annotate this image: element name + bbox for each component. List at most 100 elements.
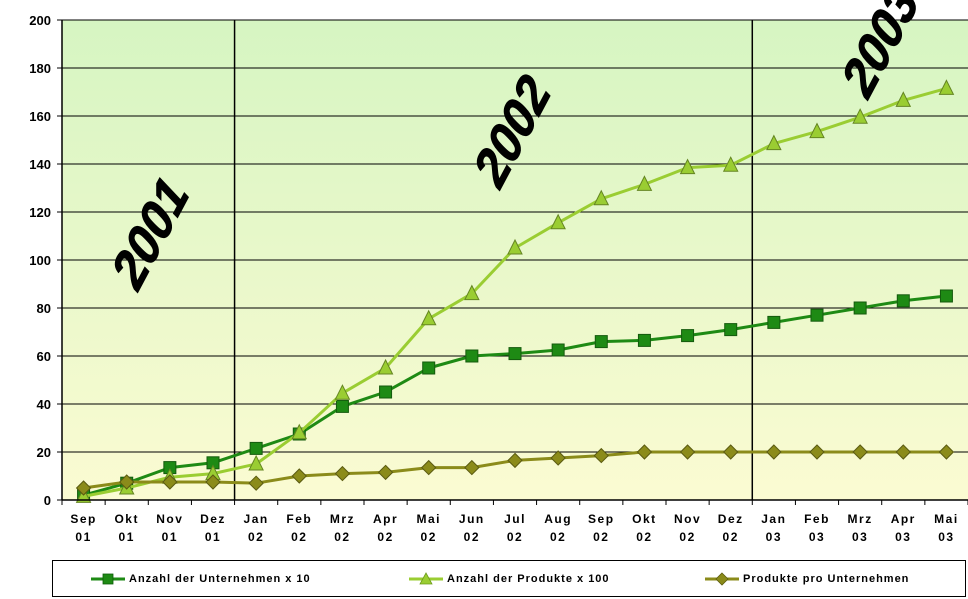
data-point-diamond xyxy=(291,468,307,484)
x-tick-label-year: 01 xyxy=(205,530,221,544)
data-point-triangle xyxy=(766,134,782,151)
data-point-diamond xyxy=(852,444,868,460)
data-point-triangle xyxy=(679,158,696,175)
data-point-diamond xyxy=(766,444,782,460)
legend-item-produkte: Anzahl der Produkte x 100 xyxy=(409,561,610,596)
series-1 xyxy=(75,79,955,503)
y-tick-label-0: 0 xyxy=(44,493,51,508)
x-tick-label-month: Mai xyxy=(416,512,441,526)
data-point-triangle xyxy=(895,91,912,107)
y-tick-label-40: 40 xyxy=(37,397,51,412)
data-point-diamond xyxy=(723,444,739,460)
data-point-diamond xyxy=(895,444,911,460)
x-tick-label-month: Dez xyxy=(718,512,744,526)
x-tick-label-year: 03 xyxy=(852,530,868,544)
x-tick-label-year: 02 xyxy=(679,530,695,544)
x-tick-label-month: Jul xyxy=(504,512,526,526)
x-tick-label-month: Jan xyxy=(761,512,786,526)
data-point-square xyxy=(335,399,349,413)
legend-symbol-triangle xyxy=(409,571,443,584)
data-point-square xyxy=(594,335,608,349)
data-point-diamond xyxy=(593,447,609,464)
year-dividers xyxy=(233,20,754,500)
data-point-diamond xyxy=(550,450,566,466)
x-tick-label-year: 02 xyxy=(334,530,350,544)
x-tick-label-month: Mai xyxy=(934,512,959,526)
x-tick-label-year: 01 xyxy=(119,530,135,544)
data-point-triangle xyxy=(291,423,308,440)
legend-item-unternehmen: Anzahl der Unternehmen x 10 xyxy=(91,561,311,596)
gridlines xyxy=(62,19,968,501)
legend: Anzahl der Unternehmen x 10 Anzahl der P… xyxy=(52,560,966,597)
legend-label-produkte: Anzahl der Produkte x 100 xyxy=(447,572,610,585)
x-tick-label-year: 02 xyxy=(464,530,480,544)
x-tick-label-month: Feb xyxy=(804,512,830,526)
data-point-diamond xyxy=(377,464,394,481)
data-point-square xyxy=(249,441,263,455)
data-point-diamond xyxy=(75,480,92,496)
data-series xyxy=(75,79,955,503)
data-point-square xyxy=(422,361,436,375)
data-point-square xyxy=(465,349,479,363)
series-2 xyxy=(75,444,955,496)
y-axis-ticks: 0 20 40 60 80 100 120 140 160 180 200 xyxy=(29,13,62,508)
x-tick-label-month: Feb xyxy=(286,512,312,526)
x-tick-label-month: Sep xyxy=(588,512,615,526)
x-tick-label-year: 03 xyxy=(938,530,954,544)
data-point-square xyxy=(724,323,738,337)
x-tick-label-month: Apr xyxy=(373,512,398,526)
data-point-triangle xyxy=(550,213,566,230)
x-tick-label-year: 01 xyxy=(75,530,91,544)
data-point-triangle xyxy=(377,358,394,375)
x-tick-label-month: Okt xyxy=(114,512,139,526)
legend-label-produkte-pro-unternehmen: Produkte pro Unternehmen xyxy=(743,572,910,585)
data-point-diamond xyxy=(679,444,696,460)
x-tick-label-year: 03 xyxy=(809,530,825,544)
x-tick-label-month: Nov xyxy=(156,512,183,526)
y-tick-label-20: 20 xyxy=(37,445,51,460)
data-point-diamond xyxy=(809,444,825,460)
x-tick-label-month: Nov xyxy=(674,512,701,526)
data-point-square xyxy=(810,308,824,322)
x-tick-label-month: Mrz xyxy=(848,512,873,526)
y-tick-label-180: 180 xyxy=(29,61,51,76)
data-point-diamond xyxy=(507,452,523,469)
x-tick-label-year: 02 xyxy=(377,530,393,544)
data-point-triangle xyxy=(636,175,653,191)
data-point-triangle xyxy=(464,284,480,301)
data-point-triangle xyxy=(809,122,825,139)
x-tick-label-year: 02 xyxy=(248,530,264,544)
data-point-square xyxy=(637,333,651,347)
x-tick-label-year: 01 xyxy=(162,530,178,544)
x-tick-label-year: 02 xyxy=(507,530,523,544)
legend-symbol-diamond xyxy=(705,571,739,586)
data-point-diamond xyxy=(464,459,480,476)
data-point-triangle xyxy=(248,454,264,471)
data-point-square xyxy=(853,301,867,315)
x-tick-label-month: Okt xyxy=(632,512,657,526)
data-point-triangle xyxy=(722,156,739,172)
y-tick-label-80: 80 xyxy=(37,301,51,316)
data-point-square xyxy=(681,329,695,343)
x-tick-label-year: 02 xyxy=(723,530,739,544)
data-point-diamond xyxy=(119,474,135,490)
legend-label-unternehmen: Anzahl der Unternehmen x 10 xyxy=(129,572,311,585)
data-point-triangle xyxy=(507,238,523,255)
data-point-square xyxy=(896,294,910,308)
data-point-square xyxy=(767,315,781,329)
x-tick-label-year: 03 xyxy=(895,530,911,544)
x-tick-label-month: Apr xyxy=(891,512,916,526)
data-point-diamond xyxy=(162,474,178,490)
x-tick-label-month: Dez xyxy=(200,512,226,526)
x-tick-label-month: Mrz xyxy=(330,512,355,526)
x-tick-label-year: 02 xyxy=(291,530,307,544)
x-tick-label-year: 02 xyxy=(593,530,609,544)
data-point-square xyxy=(379,385,393,399)
y-tick-label-100: 100 xyxy=(29,253,51,268)
data-point-square xyxy=(551,343,565,357)
data-point-diamond xyxy=(248,475,264,491)
y-tick-label-200: 200 xyxy=(29,13,51,28)
data-point-square xyxy=(508,347,522,361)
data-point-triangle xyxy=(420,309,437,326)
